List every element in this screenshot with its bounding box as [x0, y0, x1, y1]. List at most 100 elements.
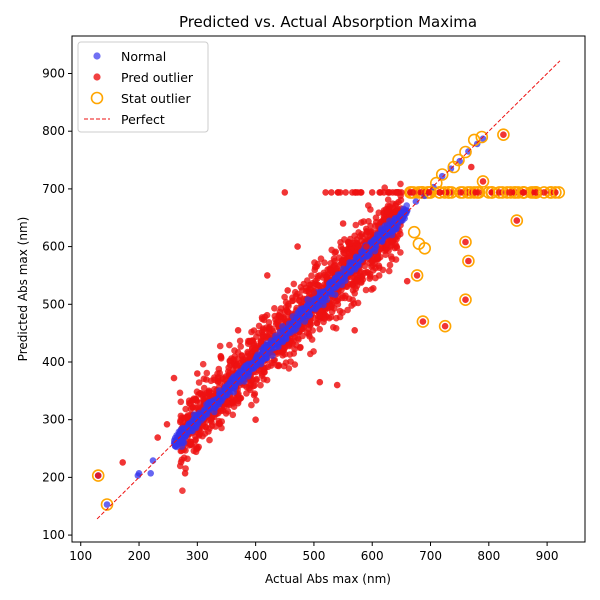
pred-outlier-point [419, 318, 427, 325]
normal-point [268, 341, 276, 349]
pred-outlier-point [358, 219, 365, 226]
stat-outlier-point [482, 186, 496, 199]
pred-outlier-point [307, 350, 314, 358]
y-tick-label: 900 [42, 67, 65, 81]
pred-outlier-point [389, 200, 397, 207]
pred-outlier-point [519, 189, 527, 196]
pred-outlier-point [403, 277, 411, 285]
pred-outlier-point [385, 267, 393, 275]
legend-stat-outlier-marker [90, 91, 104, 105]
y-tick-label: 100 [42, 528, 65, 542]
pred-outlier-point [259, 332, 267, 339]
pred-outlier-point [290, 280, 298, 288]
pred-outlier-point [356, 233, 364, 240]
pred-outlier-point [314, 260, 322, 268]
pred-outlier-point [190, 447, 198, 455]
pred-outlier-point [218, 424, 225, 432]
pred-outlier-point [317, 255, 325, 262]
pred-outlier-point [276, 308, 284, 316]
pred-outlier-point [178, 414, 186, 421]
stat-outlier-point [100, 498, 114, 511]
stat-outlier-point [418, 242, 432, 255]
pred-outlier-point [170, 374, 178, 382]
pred-outlier-point [266, 323, 273, 331]
pred-outlier-point [176, 389, 184, 397]
pred-outlier-point [271, 305, 278, 312]
pred-outlier-point [265, 319, 273, 326]
normal-point [389, 227, 397, 234]
pred-outlier-point [257, 381, 264, 389]
pred-outlier-point [255, 322, 263, 330]
stat-outlier-point [454, 186, 467, 199]
pred-outlier-point [252, 397, 260, 404]
pred-outlier-point [182, 405, 189, 413]
normal-point [216, 395, 223, 403]
pred-outlier-point [275, 361, 283, 369]
pred-outlier-point [163, 421, 171, 428]
y-tick-label: 400 [42, 355, 65, 369]
pred-outlier-point [345, 295, 353, 303]
stat-outlier-point [410, 269, 424, 282]
pred-outlier-point [244, 353, 251, 360]
normal-point [231, 381, 239, 389]
pred-outlier-point [468, 163, 475, 171]
pred-outlier-point [185, 400, 193, 407]
pred-outlier-point [413, 272, 421, 279]
normal-point [479, 135, 487, 142]
chart-title: Predicted vs. Actual Absorption Maxima [179, 13, 477, 31]
pred-outlier-point [316, 312, 324, 319]
pred-outlier-point [382, 246, 390, 253]
pred-outlier-point [397, 180, 404, 188]
x-tick-label: 200 [128, 549, 151, 563]
pred-outlier-point [238, 352, 246, 359]
pred-outlier-point [315, 281, 322, 289]
pred-outlier-point [94, 472, 102, 479]
normal-point [438, 172, 446, 180]
pred-outlier-point [362, 286, 370, 294]
normal-point [302, 307, 310, 315]
pred-outlier-point [436, 189, 444, 196]
pred-outlier-point [260, 368, 268, 376]
pred-outlier-point [349, 287, 357, 294]
x-tick-label: 500 [302, 549, 325, 563]
pred-outlier-point [507, 189, 514, 196]
normal-point [329, 280, 336, 288]
normal-point [299, 313, 306, 321]
pred-outlier-point [367, 222, 374, 230]
pred-outlier-point [386, 261, 394, 269]
normal-point [331, 291, 339, 299]
legend-stat-outlier-label: Stat outlier [121, 91, 191, 106]
pred-outlier-point [273, 319, 281, 326]
x-tick-label: 600 [361, 549, 384, 563]
stat-outlier-point [504, 186, 517, 199]
normal-point [279, 327, 287, 335]
legend-pred-outlier-marker [93, 73, 101, 81]
pred-outlier-point [207, 417, 215, 424]
y-tick-label: 200 [42, 470, 65, 484]
pred-outlier-point [384, 208, 391, 215]
pred-outlier-point [176, 462, 184, 470]
pred-outlier-point [205, 387, 213, 395]
pred-outlier-point [294, 334, 302, 342]
pred-outlier-point [212, 423, 219, 430]
pred-outlier-point [246, 381, 254, 389]
normal-point [103, 501, 111, 508]
pred-outlier-point [219, 375, 227, 383]
pred-outlier-point [285, 365, 293, 372]
pred-outlier-point [372, 274, 379, 282]
pred-outlier-point [327, 267, 335, 274]
normal-point [147, 470, 154, 477]
stat-outlier-point [429, 176, 443, 190]
pred-outlier-point [351, 232, 358, 240]
stat-outlier-point [537, 186, 551, 199]
pred-outlier-point [219, 407, 227, 414]
pred-outlier-point [199, 360, 207, 368]
pred-outlier-point [332, 314, 340, 322]
normal-point [246, 365, 254, 373]
pred-outlier-point [367, 206, 374, 213]
x-axis-label: Actual Abs max (nm) [265, 572, 391, 586]
pred-outlier-point [195, 379, 203, 386]
pred-outlier-point [179, 487, 186, 495]
y-axis-label: Predicted Abs max (nm) [16, 217, 30, 362]
